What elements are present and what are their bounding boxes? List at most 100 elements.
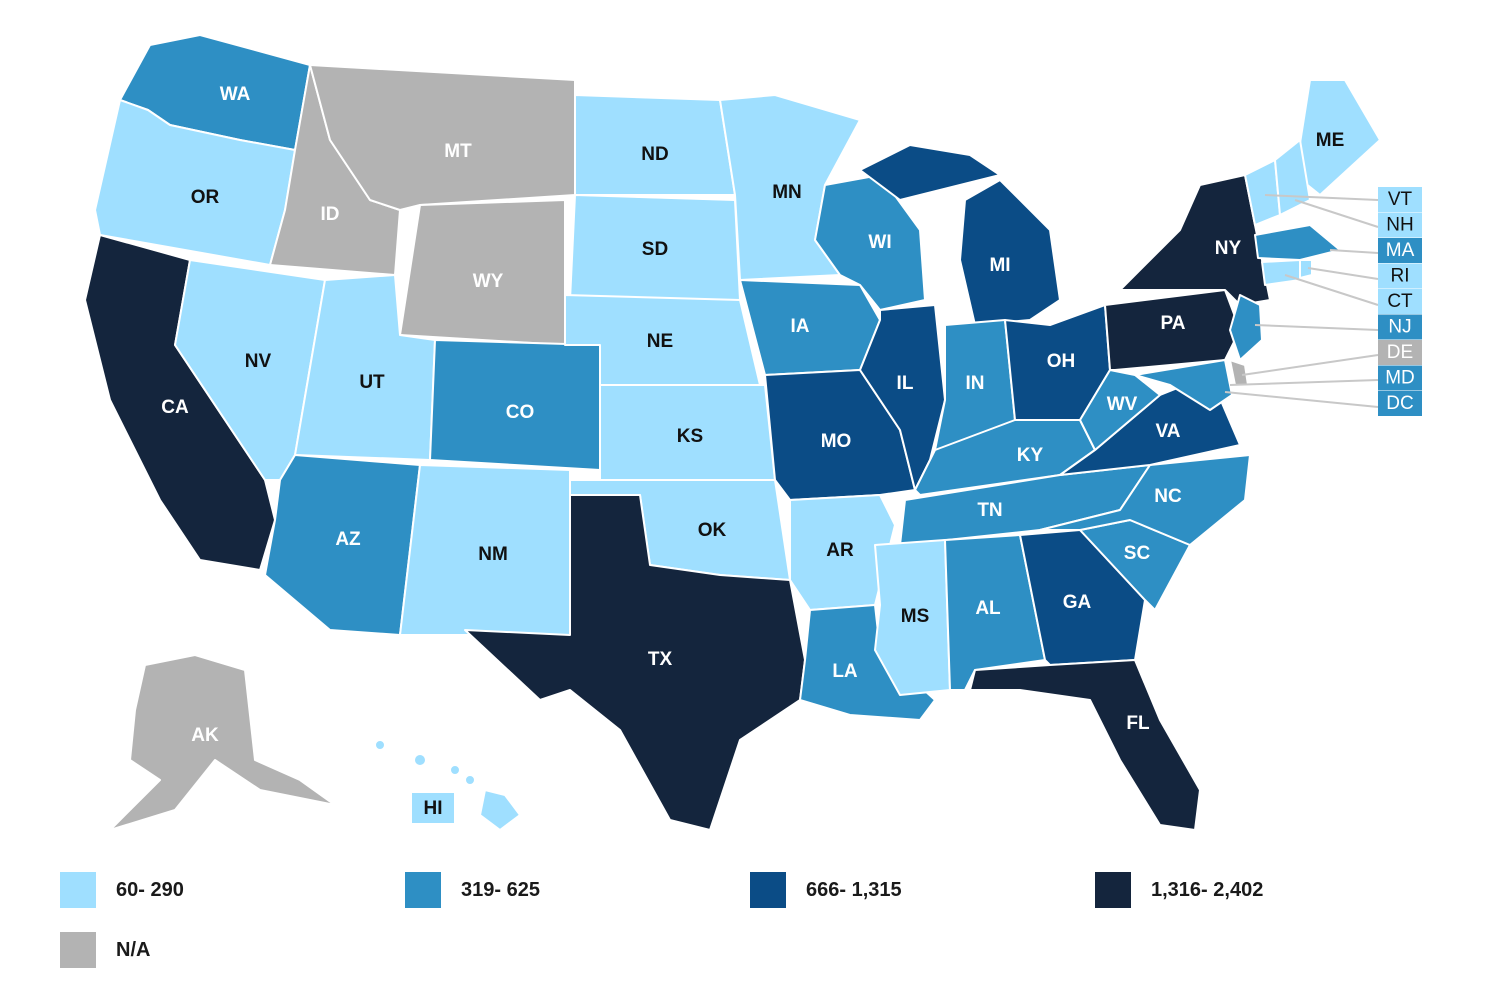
legend-swatch-c1	[60, 872, 96, 908]
label-wi: WI	[868, 232, 891, 253]
callout-box-nj	[1378, 314, 1422, 340]
label-nd: ND	[641, 144, 668, 165]
legend-swatch-na	[60, 932, 96, 968]
state-hi[interactable]	[479, 789, 521, 831]
callout-label-md: MD	[1385, 368, 1415, 389]
callout-label-ma: MA	[1386, 240, 1415, 261]
label-hi: HI	[424, 798, 443, 819]
callout-label-dc: DC	[1386, 393, 1413, 414]
label-nv: NV	[245, 351, 272, 372]
label-or: OR	[191, 187, 220, 208]
label-ia: IA	[791, 316, 810, 337]
label-ks: KS	[677, 426, 703, 447]
label-me: ME	[1316, 130, 1345, 151]
callout-line-ri	[1307, 267, 1379, 280]
label-fl: FL	[1126, 713, 1150, 734]
state-md[interactable]	[1134, 359, 1233, 411]
label-wa: WA	[220, 84, 251, 105]
legend-label-c4: 1,316- 2,402	[1151, 878, 1264, 901]
state-hi-island-1[interactable]	[374, 739, 386, 751]
legend-item-c2: 319- 625	[405, 870, 540, 910]
state-ri[interactable]	[1299, 259, 1313, 279]
callout-box-de	[1378, 340, 1422, 365]
state-ny[interactable]	[1119, 174, 1271, 306]
callout-label-ct: CT	[1387, 291, 1413, 312]
label-co: CO	[506, 402, 535, 423]
state-hi-island-3[interactable]	[449, 764, 461, 776]
legend: 60- 290 319- 625 666- 1,315 1,316- 2,402…	[0, 860, 1500, 1000]
callout-label-nh: NH	[1386, 215, 1413, 236]
callout-line-vt	[1264, 194, 1379, 201]
state-labels: WA OR CA ID NV MT WY UT AZ CO NM ND SD N…	[161, 84, 1344, 823]
label-mo: MO	[821, 431, 852, 452]
state-me[interactable]	[1294, 79, 1381, 196]
legend-item-c3: 666- 1,315	[750, 870, 902, 910]
legend-label-na: N/A	[116, 938, 151, 961]
callout-boxes: VT NH MA RI CT NJ DE MD DC	[1378, 187, 1422, 416]
state-nc[interactable]	[1039, 454, 1251, 546]
callout-label-nj: NJ	[1388, 317, 1411, 338]
label-box-hi	[412, 793, 454, 823]
small-state-callouts	[1224, 194, 1379, 408]
callout-line-nh	[1294, 199, 1379, 228]
state-tx[interactable]	[464, 494, 806, 831]
state-mi-upper[interactable]	[859, 144, 1001, 201]
state-wv[interactable]	[1079, 369, 1161, 451]
label-pa: PA	[1161, 313, 1186, 334]
us-state-map: VT NH MA RI CT NJ DE MD DC WA OR CA ID NV MT WY …	[84, 34, 1422, 831]
legend-swatch-c4	[1095, 872, 1131, 908]
label-la: LA	[832, 661, 858, 682]
label-ar: AR	[826, 540, 854, 561]
callout-box-ma	[1378, 238, 1422, 263]
label-ny: NY	[1215, 238, 1242, 259]
callout-box-md	[1378, 365, 1422, 391]
label-nc: NC	[1154, 486, 1182, 507]
label-nm: NM	[478, 544, 508, 565]
callout-line-md	[1229, 379, 1379, 386]
legend-item-na: N/A	[60, 930, 150, 970]
state-de[interactable]	[1229, 359, 1249, 386]
callout-line-ct	[1284, 274, 1379, 306]
label-mn: MN	[772, 182, 802, 203]
label-in: IN	[966, 373, 985, 394]
legend-label-c3: 666- 1,315	[806, 878, 902, 901]
state-ak[interactable]	[109, 654, 336, 831]
label-ak: AK	[191, 725, 219, 746]
label-va: VA	[1156, 421, 1181, 442]
label-sd: SD	[642, 239, 668, 260]
label-oh: OH	[1047, 351, 1076, 372]
callout-label-de: DE	[1387, 342, 1413, 363]
label-tn: TN	[977, 500, 1002, 521]
label-il: IL	[897, 373, 914, 394]
label-az: AZ	[335, 529, 361, 550]
legend-item-c1: 60- 290	[60, 870, 184, 910]
callout-line-de	[1241, 354, 1379, 376]
label-wy: WY	[473, 271, 504, 292]
state-ma[interactable]	[1254, 224, 1341, 261]
callout-label-vt: VT	[1388, 189, 1413, 210]
legend-label-c2: 319- 625	[461, 878, 540, 901]
label-ut: UT	[359, 372, 385, 393]
label-ca: CA	[161, 397, 189, 418]
label-ok: OK	[698, 520, 727, 541]
state-ia[interactable]	[739, 279, 881, 376]
label-ne: NE	[647, 331, 673, 352]
label-wv: WV	[1107, 394, 1138, 415]
state-nj[interactable]	[1229, 294, 1263, 361]
state-hi-island-4[interactable]	[464, 774, 476, 786]
label-ms: MS	[901, 606, 930, 627]
state-mi[interactable]	[959, 179, 1061, 326]
state-fl[interactable]	[969, 659, 1201, 831]
callout-box-dc	[1378, 391, 1422, 416]
callout-line-nj	[1254, 324, 1379, 331]
callout-box-ct	[1378, 289, 1422, 314]
label-al: AL	[975, 598, 1001, 619]
label-mt: MT	[444, 141, 472, 162]
callout-label-ri: RI	[1391, 266, 1410, 287]
label-ga: GA	[1063, 592, 1092, 613]
label-tx: TX	[648, 649, 673, 670]
legend-swatch-c3	[750, 872, 786, 908]
state-hi-island-2[interactable]	[413, 753, 427, 767]
state-ct[interactable]	[1261, 259, 1301, 286]
label-mi: MI	[989, 255, 1010, 276]
